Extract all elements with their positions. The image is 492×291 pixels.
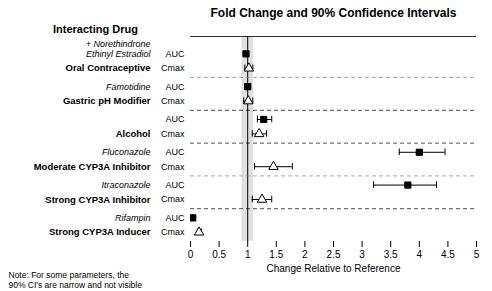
svg-text:AUC: AUC [165, 213, 185, 223]
svg-text:AUC: AUC [165, 114, 185, 124]
svg-text:Cmax: Cmax [161, 63, 185, 73]
svg-text:1.5: 1.5 [269, 249, 283, 260]
svg-text:AUC: AUC [165, 82, 185, 92]
svg-text:Note: For some parameters, the: Note: For some parameters, the90% CI's a… [9, 270, 143, 290]
svg-text:Cmax: Cmax [161, 194, 185, 204]
svg-text:Oral Contraceptive: Oral Contraceptive [66, 62, 151, 73]
svg-text:Rifampin: Rifampin [115, 213, 151, 223]
svg-text:Fluconazole: Fluconazole [102, 147, 151, 157]
svg-text:Alcohol: Alcohol [116, 128, 151, 139]
svg-text:AUC: AUC [165, 49, 185, 59]
svg-text:AUC: AUC [165, 147, 185, 157]
svg-text:Cmax: Cmax [161, 96, 185, 106]
svg-text:Cmax: Cmax [161, 227, 185, 237]
svg-text:Interacting Drug: Interacting Drug [53, 23, 138, 35]
svg-text:4.5: 4.5 [441, 249, 455, 260]
svg-text:Strong CYP3A Inhibitor: Strong CYP3A Inhibitor [45, 194, 151, 205]
svg-text:1: 1 [245, 249, 251, 260]
svg-text:5: 5 [474, 249, 480, 260]
svg-text:2: 2 [302, 249, 308, 260]
svg-text:3.5: 3.5 [384, 249, 398, 260]
svg-text:3: 3 [359, 249, 365, 260]
svg-text:Cmax: Cmax [161, 129, 185, 139]
svg-text:4: 4 [417, 249, 423, 260]
svg-text:Cmax: Cmax [161, 162, 185, 172]
svg-text:Gastric pH Modifier: Gastric pH Modifier [63, 95, 151, 106]
svg-text:Fold Change and 90% Confidence: Fold Change and 90% Confidence Intervals [210, 6, 456, 20]
svg-text:Change Relative to Reference: Change Relative to Reference [267, 263, 401, 274]
svg-text:AUC: AUC [165, 180, 185, 190]
svg-text:Moderate CYP3A Inhibitor: Moderate CYP3A Inhibitor [34, 161, 151, 172]
svg-text:Strong CYP3A Inducer: Strong CYP3A Inducer [49, 226, 151, 237]
svg-text:0.5: 0.5 [212, 249, 226, 260]
svg-text:+ Norethindrone: + Norethindrone [86, 39, 151, 49]
svg-text:Itraconazole: Itraconazole [101, 180, 150, 190]
svg-text:0: 0 [188, 249, 194, 260]
svg-text:Ethinyl Estradiol: Ethinyl Estradiol [86, 49, 152, 59]
svg-text:2.5: 2.5 [327, 249, 341, 260]
svg-text:Famotidine: Famotidine [106, 82, 151, 92]
